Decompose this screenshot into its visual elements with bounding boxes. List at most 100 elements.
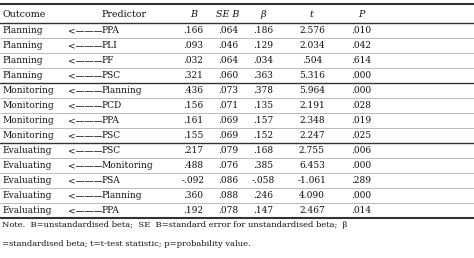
Text: .088: .088 [218, 191, 238, 200]
Text: Outcome: Outcome [2, 10, 46, 19]
Text: .161: .161 [183, 116, 203, 125]
Text: Monitoring: Monitoring [102, 161, 154, 170]
Text: Planning: Planning [2, 41, 43, 50]
Text: .086: .086 [218, 176, 238, 185]
Text: PLI: PLI [102, 41, 118, 50]
Text: .363: .363 [254, 71, 273, 80]
Text: .155: .155 [183, 131, 203, 140]
Text: <———: <——— [68, 206, 103, 215]
Text: Evaluating: Evaluating [2, 191, 52, 200]
Text: Monitoring: Monitoring [2, 101, 54, 110]
Text: .019: .019 [351, 116, 372, 125]
Text: <———: <——— [68, 71, 103, 80]
Text: PSC: PSC [102, 131, 121, 140]
Text: <———: <——— [68, 176, 103, 185]
Text: Planning: Planning [2, 56, 43, 65]
Text: .000: .000 [351, 161, 372, 170]
Text: .078: .078 [218, 206, 238, 215]
Text: Note.  B=unstandardised beta;  SE  B=standard error for unstandardised beta;  β: Note. B=unstandardised beta; SE B=standa… [2, 221, 348, 229]
Text: <———: <——— [68, 101, 103, 110]
Text: <———: <——— [68, 56, 103, 65]
Text: β: β [261, 10, 266, 19]
Text: 4.090: 4.090 [299, 191, 325, 200]
Text: 2.247: 2.247 [299, 131, 325, 140]
Text: PF: PF [102, 56, 114, 65]
Text: .135: .135 [253, 101, 273, 110]
Text: 2.034: 2.034 [299, 41, 325, 50]
Text: .000: .000 [351, 86, 372, 95]
Text: .069: .069 [218, 131, 238, 140]
Text: .129: .129 [253, 41, 273, 50]
Text: .436: .436 [183, 86, 203, 95]
Text: 2.467: 2.467 [299, 206, 325, 215]
Text: 2.191: 2.191 [299, 101, 325, 110]
Text: PPA: PPA [102, 116, 120, 125]
Text: SE B: SE B [216, 10, 239, 19]
Text: 6.453: 6.453 [299, 161, 325, 170]
Text: Evaluating: Evaluating [2, 206, 52, 215]
Text: <———: <——— [68, 86, 103, 95]
Text: <———: <——— [68, 146, 103, 155]
Text: .046: .046 [218, 41, 238, 50]
Text: .079: .079 [218, 146, 238, 155]
Text: B: B [190, 10, 197, 19]
Text: .168: .168 [253, 146, 273, 155]
Text: Monitoring: Monitoring [2, 86, 54, 95]
Text: Planning: Planning [2, 26, 43, 35]
Text: Evaluating: Evaluating [2, 176, 52, 185]
Text: -.092: -.092 [182, 176, 205, 185]
Text: 2.348: 2.348 [299, 116, 325, 125]
Text: .025: .025 [351, 131, 372, 140]
Text: PCD: PCD [102, 101, 122, 110]
Text: <———: <——— [68, 116, 103, 125]
Text: Predictor: Predictor [102, 10, 147, 19]
Text: .032: .032 [183, 56, 203, 65]
Text: .064: .064 [218, 26, 238, 35]
Text: .014: .014 [351, 206, 372, 215]
Text: .006: .006 [351, 146, 372, 155]
Text: .614: .614 [351, 56, 372, 65]
Text: PSA: PSA [102, 176, 121, 185]
Text: <———: <——— [68, 161, 103, 170]
Text: .360: .360 [183, 191, 203, 200]
Text: <———: <——— [68, 41, 103, 50]
Text: .321: .321 [183, 71, 203, 80]
Text: .152: .152 [253, 131, 273, 140]
Text: .000: .000 [351, 191, 372, 200]
Text: .060: .060 [218, 71, 238, 80]
Text: .166: .166 [183, 26, 203, 35]
Text: <———: <——— [68, 191, 103, 200]
Text: .064: .064 [218, 56, 238, 65]
Text: .000: .000 [351, 71, 372, 80]
Text: Planning: Planning [102, 191, 142, 200]
Text: .378: .378 [253, 86, 273, 95]
Text: .071: .071 [218, 101, 238, 110]
Text: PSC: PSC [102, 71, 121, 80]
Text: PPA: PPA [102, 26, 120, 35]
Text: .488: .488 [183, 161, 203, 170]
Text: P: P [358, 10, 365, 19]
Text: PSC: PSC [102, 146, 121, 155]
Text: 2.755: 2.755 [299, 146, 325, 155]
Text: <———: <——— [68, 131, 103, 140]
Text: Planning: Planning [2, 71, 43, 80]
Text: .034: .034 [253, 56, 273, 65]
Text: 5.964: 5.964 [299, 86, 325, 95]
Text: .217: .217 [183, 146, 203, 155]
Text: .289: .289 [351, 176, 372, 185]
Text: .010: .010 [351, 26, 372, 35]
Text: .504: .504 [302, 56, 322, 65]
Text: .246: .246 [253, 191, 273, 200]
Text: -.058: -.058 [252, 176, 275, 185]
Text: PPA: PPA [102, 206, 120, 215]
Text: .028: .028 [351, 101, 372, 110]
Text: .156: .156 [183, 101, 203, 110]
Text: .076: .076 [218, 161, 238, 170]
Text: <———: <——— [68, 26, 103, 35]
Text: Evaluating: Evaluating [2, 161, 52, 170]
Text: 5.316: 5.316 [299, 71, 325, 80]
Text: =standardised beta; t=t-test statistic; p=probability value.: =standardised beta; t=t-test statistic; … [2, 240, 251, 248]
Text: Monitoring: Monitoring [2, 116, 54, 125]
Text: .192: .192 [183, 206, 203, 215]
Text: .186: .186 [253, 26, 273, 35]
